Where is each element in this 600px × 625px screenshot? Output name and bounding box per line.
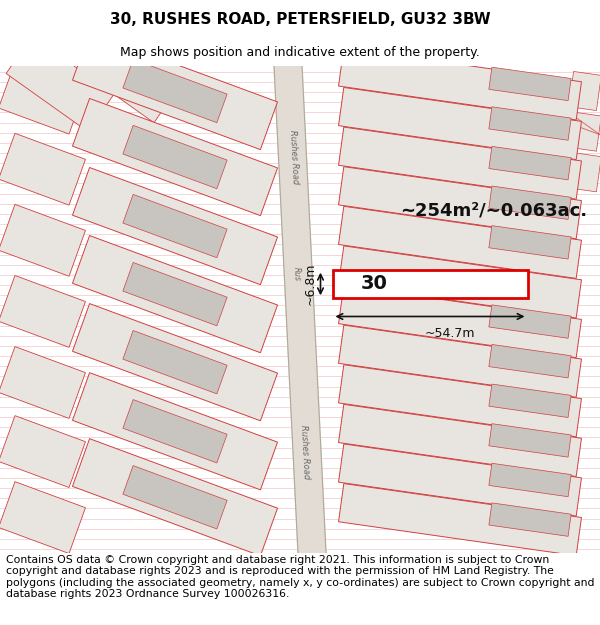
Bar: [338, 365, 581, 437]
Bar: [0, 204, 85, 276]
Bar: [73, 98, 278, 216]
Text: 30, RUSHES ROAD, PETERSFIELD, GU32 3BW: 30, RUSHES ROAD, PETERSFIELD, GU32 3BW: [110, 12, 490, 27]
Bar: [489, 503, 571, 536]
Text: 30: 30: [361, 274, 388, 294]
Bar: [123, 194, 227, 258]
Bar: [338, 206, 581, 278]
Bar: [123, 59, 227, 122]
Bar: [489, 186, 571, 219]
Bar: [338, 325, 581, 398]
Bar: [338, 246, 581, 318]
Text: Rushes Road: Rushes Road: [288, 129, 300, 184]
Bar: [73, 168, 278, 285]
Bar: [73, 304, 278, 421]
Bar: [338, 48, 581, 120]
Bar: [73, 372, 278, 490]
Bar: [0, 133, 85, 205]
Bar: [123, 399, 227, 463]
Bar: [338, 444, 581, 516]
Text: Contains OS data © Crown copyright and database right 2021. This information is : Contains OS data © Crown copyright and d…: [6, 554, 595, 599]
Text: Rus: Rus: [292, 266, 302, 281]
Bar: [0, 482, 85, 554]
Bar: [338, 127, 581, 199]
Bar: [6, 36, 114, 132]
Bar: [123, 331, 227, 394]
Polygon shape: [274, 66, 326, 553]
Text: Map shows position and indicative extent of the property.: Map shows position and indicative extent…: [120, 46, 480, 59]
Bar: [73, 32, 278, 149]
Text: ~254m²/~0.063ac.: ~254m²/~0.063ac.: [400, 202, 587, 220]
Bar: [338, 167, 581, 239]
Bar: [338, 404, 581, 476]
Bar: [0, 276, 85, 348]
Bar: [123, 262, 227, 326]
Bar: [338, 88, 581, 159]
Bar: [0, 347, 85, 418]
Bar: [489, 226, 571, 259]
Bar: [338, 286, 581, 357]
Bar: [489, 146, 571, 180]
Text: ~6.8m: ~6.8m: [304, 262, 317, 305]
Bar: [489, 424, 571, 457]
Bar: [489, 344, 571, 378]
Bar: [489, 107, 571, 140]
Bar: [569, 71, 600, 111]
Bar: [569, 112, 600, 151]
Bar: [489, 463, 571, 497]
Bar: [489, 68, 571, 101]
Bar: [80, 33, 180, 123]
Bar: [0, 62, 85, 134]
Bar: [123, 126, 227, 189]
Bar: [123, 466, 227, 529]
Bar: [489, 305, 571, 338]
Bar: [338, 484, 581, 556]
Text: ~54.7m: ~54.7m: [425, 327, 475, 339]
Bar: [0, 416, 85, 488]
Bar: [332, 270, 527, 298]
Bar: [489, 384, 571, 418]
Bar: [569, 152, 600, 192]
Bar: [73, 439, 278, 556]
Bar: [73, 236, 278, 352]
Text: Rushes Road: Rushes Road: [299, 424, 311, 479]
